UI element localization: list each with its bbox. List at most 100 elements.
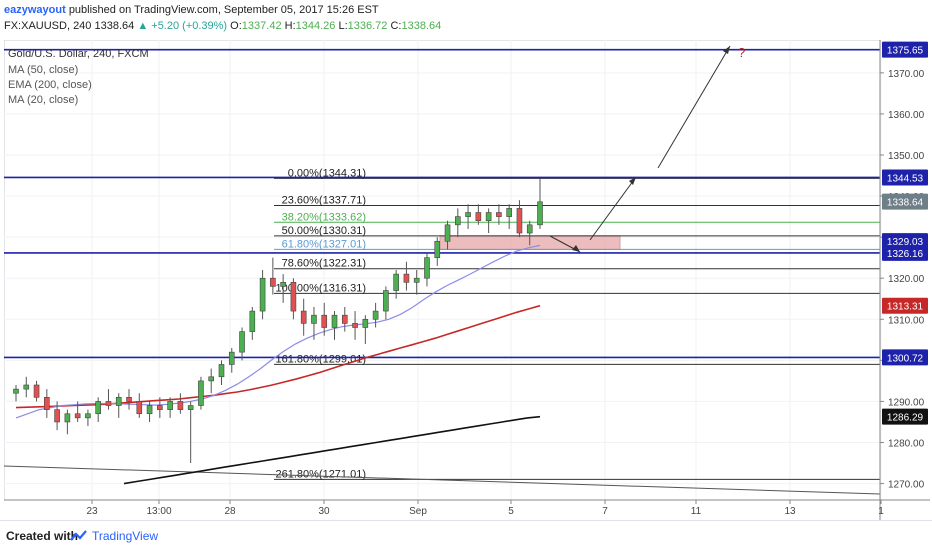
candle-body bbox=[64, 413, 71, 423]
fib-label: 261.80%(1271.01) bbox=[275, 468, 366, 480]
candle-body bbox=[115, 397, 122, 406]
candle-body bbox=[198, 380, 204, 406]
candle-body bbox=[249, 310, 256, 332]
author-link[interactable]: eazywayout bbox=[4, 4, 66, 16]
chart-area[interactable]: 0.00%(1344.31) 23.60%(1337.71) 38.20%(1333… bbox=[3, 39, 930, 520]
annotations: ? bbox=[549, 45, 745, 253]
fib-label: 161.80%(1299.01) bbox=[275, 353, 366, 365]
candle-body bbox=[74, 413, 81, 419]
candle-body bbox=[95, 401, 101, 415]
indicator-legend-item: MA (50, close) bbox=[8, 64, 78, 76]
time-tick-label: 5 bbox=[508, 506, 514, 517]
close-label: C: bbox=[390, 20, 402, 32]
candle-body bbox=[362, 318, 369, 328]
price-tick-label: 1280.00 bbox=[888, 439, 925, 450]
price-tick-label: 1370.00 bbox=[888, 69, 925, 80]
time-tick-label: 23 bbox=[86, 506, 98, 517]
fib-label: 78.60%(1322.31) bbox=[282, 258, 366, 270]
price-badge-label: 1338.64 bbox=[887, 198, 924, 209]
time-tick-label: Sep bbox=[409, 506, 427, 517]
change-arrow-icon: ▲ bbox=[137, 20, 149, 32]
candle-body bbox=[526, 224, 533, 234]
indicator-lines: 0.00%(1344.31) 23.60%(1337.71) 38.20%(1333… bbox=[3, 48, 881, 495]
high-label: H: bbox=[284, 20, 296, 32]
price-badge bbox=[882, 41, 928, 58]
price-tick-label: 1320.00 bbox=[888, 274, 925, 285]
candle-body bbox=[485, 212, 492, 222]
quote-line: FX:XAUUSD, 240 1338.64 ▲ +5.20 (+0.39%) … bbox=[4, 20, 441, 32]
low-label: L: bbox=[338, 20, 348, 32]
chart-header: eazywayout published on TradingView.com,… bbox=[0, 0, 932, 40]
price-axis: 1270.001280.001290.001300.001310.001320.… bbox=[879, 40, 928, 520]
price-badge-label: 1300.72 bbox=[887, 353, 924, 364]
candle-body bbox=[187, 405, 194, 410]
tradingview-brand[interactable]: TradingView bbox=[92, 529, 159, 543]
time-tick-label: 30 bbox=[318, 506, 330, 517]
chart-legend: Gold/U.S. Dollar, 240, FXCM MA (50, close… bbox=[8, 48, 149, 106]
open-label: O: bbox=[230, 20, 242, 32]
candle-body bbox=[516, 208, 523, 234]
price-badge-label: 1375.65 bbox=[887, 46, 924, 57]
candle-body bbox=[331, 314, 338, 328]
price-badge bbox=[882, 408, 928, 425]
candle-body bbox=[85, 413, 91, 419]
price-chart[interactable]: 0.00%(1344.31) 23.60%(1337.71) 38.20%(1333… bbox=[3, 39, 930, 520]
publish-line: eazywayout published on TradingView.com,… bbox=[4, 4, 379, 16]
indicator-legend-item: EMA (200, close) bbox=[8, 79, 92, 91]
candle-body bbox=[239, 331, 245, 353]
candle-body bbox=[496, 212, 502, 217]
projection-arrow-target bbox=[657, 45, 731, 169]
candle-body bbox=[218, 364, 225, 378]
candle-body bbox=[126, 397, 132, 402]
candle-body bbox=[23, 384, 30, 390]
price-change: +5.20 (+0.39%) bbox=[151, 20, 228, 32]
candle-body bbox=[228, 351, 235, 365]
candle-body bbox=[444, 224, 451, 242]
candle-body bbox=[383, 290, 389, 312]
low-value: 1336.72 bbox=[347, 20, 388, 32]
fib-label: 0.00%(1344.31) bbox=[288, 167, 366, 179]
high-value: 1344.26 bbox=[295, 20, 336, 32]
price-badge bbox=[882, 169, 928, 186]
candle-body bbox=[475, 212, 482, 222]
candle-body bbox=[424, 257, 430, 279]
price-badge-label: 1313.31 bbox=[887, 302, 924, 313]
time-tick-label: 28 bbox=[224, 506, 236, 517]
price-badge bbox=[882, 349, 928, 366]
candle-body bbox=[321, 314, 328, 328]
created-with-label: Created with bbox=[6, 529, 79, 543]
projection-arrow-up bbox=[589, 176, 637, 241]
price-badge bbox=[882, 193, 928, 210]
fib-label: 100.00%(1316.31) bbox=[275, 282, 366, 294]
candle-body bbox=[352, 323, 358, 328]
candle-body bbox=[434, 240, 441, 258]
time-tick-label: 7 bbox=[602, 506, 608, 517]
candle-body bbox=[13, 388, 19, 394]
candle-body bbox=[506, 208, 512, 217]
candle-body bbox=[146, 405, 153, 415]
candle-body bbox=[157, 405, 163, 410]
trend-line bbox=[3, 465, 881, 495]
price-tick-label: 1270.00 bbox=[888, 480, 925, 491]
candle-body bbox=[341, 314, 348, 324]
price-tick-label: 1350.00 bbox=[888, 151, 925, 162]
candle-body bbox=[167, 401, 173, 410]
question-mark-annotation: ? bbox=[738, 45, 745, 60]
time-tick-label: 13:00 bbox=[146, 506, 171, 517]
candle-body bbox=[44, 397, 50, 410]
price-tick-label: 1290.00 bbox=[888, 397, 925, 408]
candle-body bbox=[311, 314, 317, 324]
candle-body bbox=[300, 310, 307, 324]
time-tick-label: 11 bbox=[691, 506, 702, 517]
time-tick-label: 1 bbox=[878, 506, 884, 517]
price-badge-label: 1344.53 bbox=[887, 173, 924, 184]
fib-label: 61.80%(1327.01) bbox=[282, 238, 366, 250]
candle-body bbox=[280, 282, 286, 287]
arrowhead bbox=[723, 46, 730, 54]
candle-body bbox=[393, 273, 399, 291]
candle-body bbox=[455, 216, 461, 226]
price-badge-label: 1286.29 bbox=[887, 413, 924, 424]
candle-body bbox=[177, 401, 184, 410]
plot-frame bbox=[3, 39, 881, 501]
chart-title: Gold/U.S. Dollar, 240, FXCM bbox=[8, 48, 149, 60]
